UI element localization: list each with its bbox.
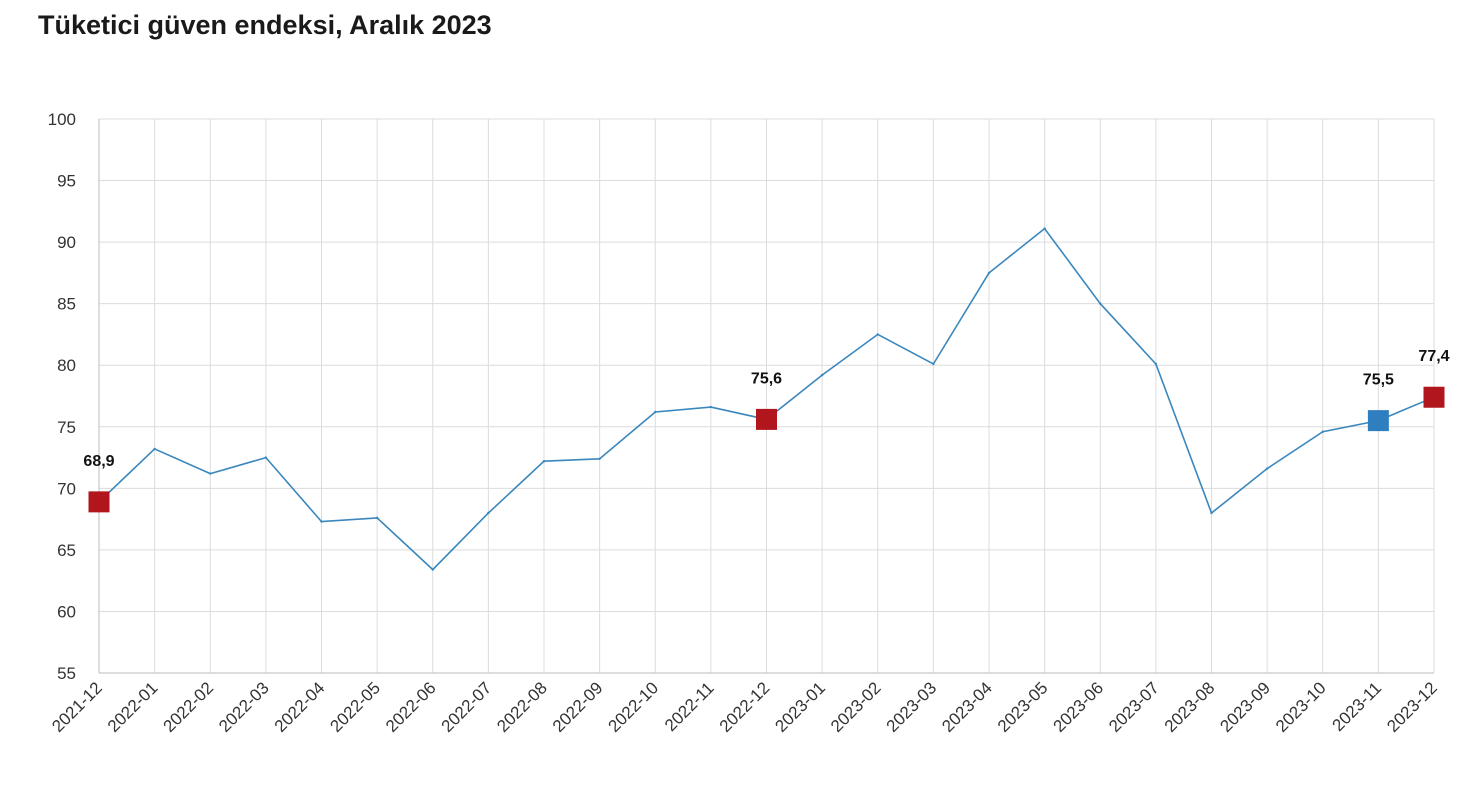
x-tick-label: 2022-11 <box>661 678 718 735</box>
y-tick-label: 80 <box>57 356 76 375</box>
data-point <box>1265 467 1269 470</box>
x-tick-label: 2023-05 <box>994 678 1052 736</box>
data-label: 68,9 <box>83 453 114 470</box>
highlight-marker-red <box>756 408 777 430</box>
x-tick-label: 2023-07 <box>1105 678 1163 736</box>
x-tick-label: 2021-12 <box>48 678 106 736</box>
y-tick-label: 75 <box>57 418 76 437</box>
data-point <box>876 333 879 336</box>
data-point <box>598 457 601 460</box>
data-point <box>820 373 824 377</box>
data-point <box>542 460 546 463</box>
x-tick-label: 2022-10 <box>605 678 663 736</box>
data-point <box>264 456 268 459</box>
data-point <box>932 362 935 366</box>
data-point <box>431 568 434 571</box>
y-tick-label: 95 <box>57 172 76 191</box>
data-point <box>1099 302 1102 305</box>
x-tick-label: 2023-08 <box>1161 678 1219 736</box>
x-tick-label: 2023-10 <box>1272 678 1330 736</box>
highlight-marker-blue <box>1367 410 1389 432</box>
data-point <box>320 520 323 523</box>
x-tick-label: 2023-01 <box>771 678 829 736</box>
x-tick-label: 2023-11 <box>1329 678 1386 735</box>
y-tick-label: 70 <box>57 479 76 498</box>
x-tick-label: 2023-04 <box>938 678 996 736</box>
x-tick-label: 2023-03 <box>883 678 941 736</box>
data-point <box>153 447 156 451</box>
data-point <box>654 410 657 414</box>
x-tick-label: 2023-12 <box>1383 678 1441 736</box>
data-point <box>375 516 379 520</box>
data-point <box>1154 362 1158 366</box>
data-label: 75,6 <box>751 370 782 387</box>
highlight-markers: 68,9 75,6 75,5 77,4 <box>83 348 1450 513</box>
data-point <box>1321 430 1324 433</box>
axes: 5560657075808590951002021-122022-012022-… <box>48 110 1441 736</box>
grid <box>98 118 1435 674</box>
x-tick-label: 2022-01 <box>104 678 162 736</box>
x-tick-label: 2022-04 <box>271 678 329 736</box>
y-tick-label: 65 <box>57 541 76 560</box>
y-tick-label: 85 <box>57 295 76 314</box>
y-tick-label: 55 <box>57 664 76 683</box>
x-tick-label: 2022-02 <box>160 678 218 736</box>
x-tick-label: 2022-08 <box>493 678 551 736</box>
y-tick-label: 60 <box>57 602 76 621</box>
data-point <box>987 271 991 275</box>
x-tick-label: 2022-09 <box>549 678 607 736</box>
data-label: 75,5 <box>1363 372 1394 389</box>
data-point <box>1043 227 1046 230</box>
x-tick-label: 2023-02 <box>827 678 885 736</box>
x-tick-label: 2023-06 <box>1050 678 1108 736</box>
data-point <box>209 472 212 475</box>
data-point <box>1210 511 1213 515</box>
x-tick-label: 2022-03 <box>215 678 273 736</box>
x-tick-label: 2022-07 <box>438 678 496 736</box>
x-tick-label: 2022-05 <box>326 678 384 736</box>
x-tick-label: 2022-12 <box>716 678 774 736</box>
chart-title: Tüketici güven endeksi, Aralık 2023 <box>38 10 492 40</box>
y-tick-label: 100 <box>48 110 76 129</box>
data-label: 77,4 <box>1418 348 1449 365</box>
x-tick-label: 2022-06 <box>382 678 440 736</box>
x-tick-label: 2023-09 <box>1216 678 1274 736</box>
highlight-marker-red <box>1423 386 1445 408</box>
y-tick-label: 90 <box>57 233 76 252</box>
data-point <box>487 511 490 515</box>
highlight-marker-red <box>88 491 110 513</box>
data-point <box>709 405 713 409</box>
